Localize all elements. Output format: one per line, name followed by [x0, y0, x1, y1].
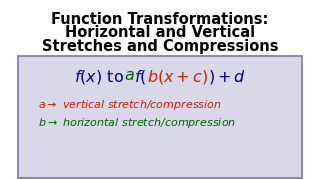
Text: $)+d$: $)+d$	[208, 68, 246, 86]
Text: $f($: $f($	[134, 68, 147, 86]
Text: $b \rightarrow$ horizontal stretch/compression: $b \rightarrow$ horizontal stretch/compr…	[38, 116, 236, 130]
Text: $f(x)\ \mathrm{to}\ $: $f(x)\ \mathrm{to}\ $	[74, 68, 124, 86]
Text: Function Transformations:: Function Transformations:	[51, 12, 269, 27]
Text: $a$: $a$	[124, 68, 134, 83]
Text: $b(x+c)$: $b(x+c)$	[147, 68, 208, 86]
Text: $a \rightarrow$ vertical stretch/compression: $a \rightarrow$ vertical stretch/compres…	[38, 98, 222, 112]
Text: Stretches and Compressions: Stretches and Compressions	[42, 39, 278, 54]
FancyBboxPatch shape	[18, 56, 302, 178]
Text: Horizontal and Vertical: Horizontal and Vertical	[65, 25, 255, 40]
